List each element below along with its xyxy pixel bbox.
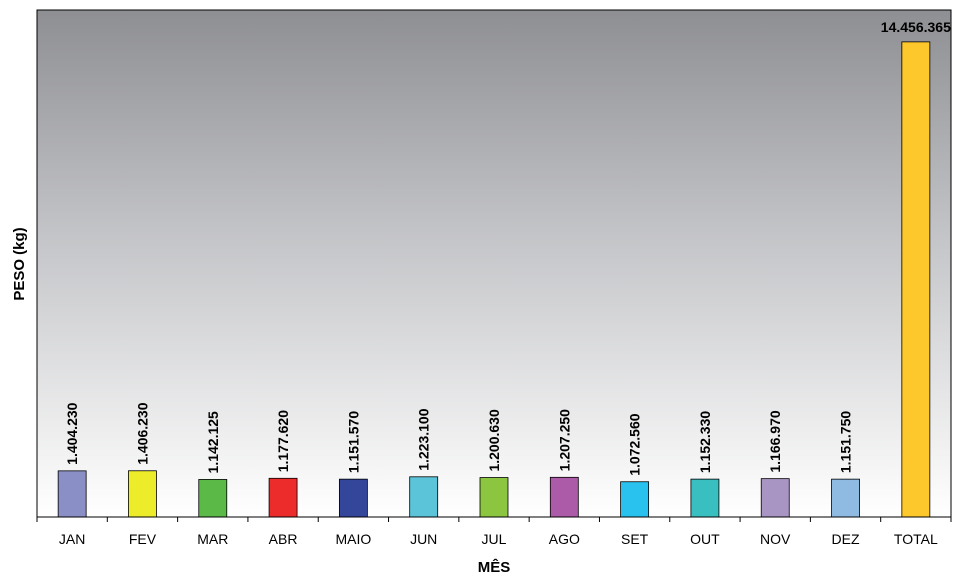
- value-labels-group: 1.404.230 1.406.230 1.142.125 1.177.620 1.15…: [64, 19, 951, 476]
- value-label-total: 14.456.365: [881, 19, 951, 35]
- bar-set: [620, 481, 650, 518]
- x-tick-label-maio: MAIO: [335, 531, 371, 547]
- value-label-jun: 1.223.100: [416, 408, 432, 470]
- bar-out: [690, 478, 720, 518]
- x-tick-label-abr: ABR: [269, 531, 298, 547]
- x-tick-label-mar: MAR: [197, 531, 228, 547]
- value-label-maio: 1.151.570: [345, 411, 361, 473]
- bar-ago: [549, 476, 579, 518]
- x-ticks-group: [36, 517, 952, 522]
- value-label-out: 1.152.330: [697, 411, 713, 473]
- bar-abr: [268, 477, 298, 518]
- x-tick-label-total: TOTAL: [894, 531, 938, 547]
- bar-jun: [409, 476, 439, 518]
- plot-area: [36, 9, 952, 518]
- value-label-mar: 1.142.125: [205, 411, 221, 473]
- x-tick-label-jul: JUL: [482, 531, 507, 547]
- value-label-ago: 1.207.250: [556, 409, 572, 471]
- x-tick-label-nov: NOV: [760, 531, 791, 547]
- value-label-fev: 1.406.230: [134, 402, 150, 464]
- bar-nov: [760, 478, 790, 518]
- value-label-jul: 1.200.630: [486, 409, 502, 471]
- value-label-nov: 1.166.970: [767, 410, 783, 472]
- x-tick-label-jun: JUN: [410, 531, 437, 547]
- x-tick-label-ago: AGO: [549, 531, 580, 547]
- x-tick-label-fev: FEV: [129, 531, 157, 547]
- value-label-dez: 1.151.750: [838, 411, 854, 473]
- x-tick-labels-group: JAN FEV MAR ABR MAIO JUN JUL AGO SET OUT NOV DEZ TOT…: [59, 531, 938, 547]
- value-label-set: 1.072.560: [627, 413, 643, 475]
- x-tick-label-set: SET: [621, 531, 649, 547]
- value-label-abr: 1.177.620: [275, 410, 291, 472]
- bar-maio: [338, 478, 368, 518]
- bar-jul: [479, 477, 509, 518]
- x-tick-label-out: OUT: [690, 531, 720, 547]
- x-tick-label-dez: DEZ: [832, 531, 860, 547]
- bar-fev: [128, 470, 157, 518]
- x-axis-title: MÊS: [478, 558, 511, 576]
- bar-mar: [198, 479, 228, 518]
- x-tick-label-jan: JAN: [59, 531, 85, 547]
- y-axis-title: PESO (kg): [11, 227, 28, 300]
- bar-total: [901, 41, 931, 518]
- value-label-jan: 1.404.230: [64, 402, 80, 464]
- bar-jan: [57, 470, 87, 518]
- bars-group: [57, 41, 931, 518]
- bar-dez: [831, 478, 860, 518]
